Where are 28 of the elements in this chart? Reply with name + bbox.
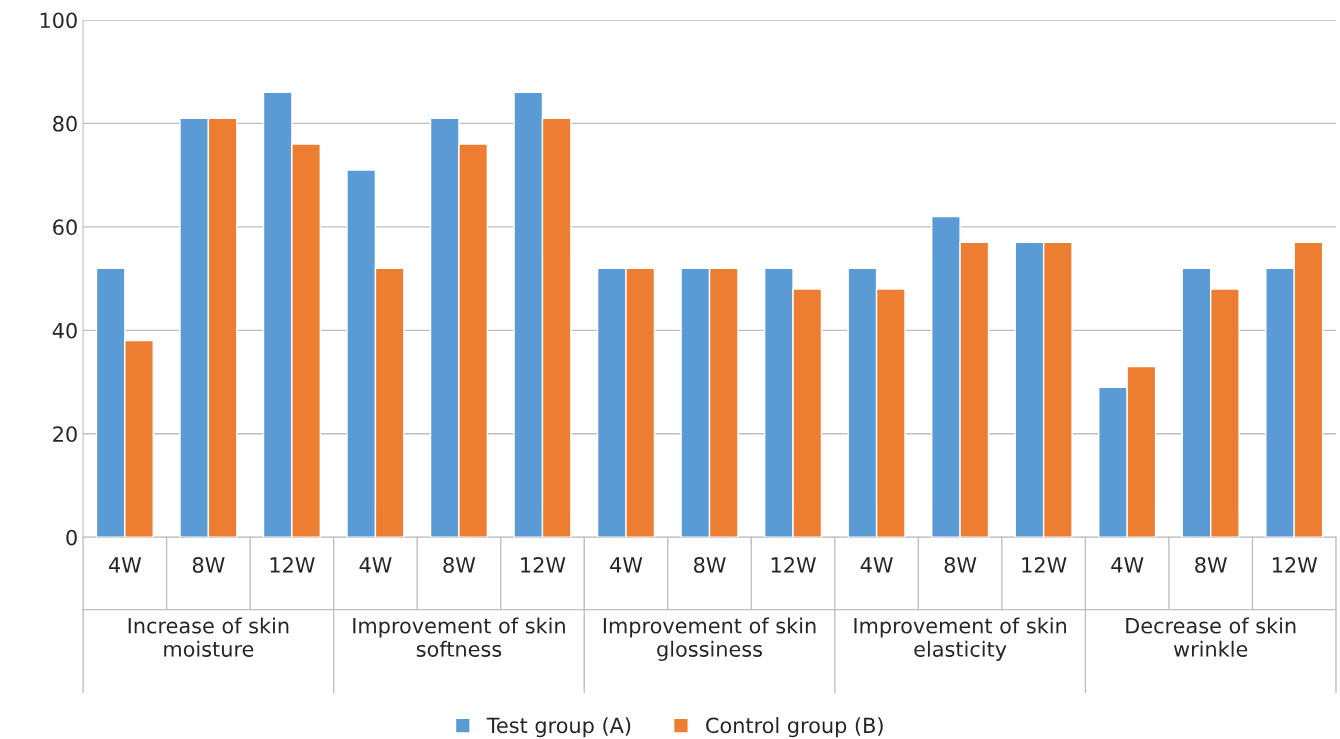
text: Improvement of skin softness <box>353 617 565 657</box>
x-tick-label: 4W <box>610 557 643 573</box>
x-tick-label: 8W <box>944 557 977 573</box>
y-tick-label: 0 <box>66 529 77 546</box>
legend-label: Test group (A) <box>486 717 631 738</box>
y-tick-label: 40 <box>52 322 77 339</box>
x-tick-label: 8W <box>443 557 476 573</box>
x-tick-label: 12W <box>521 557 566 573</box>
x-tick-label: 8W <box>192 557 225 573</box>
y-tick-label: 80 <box>53 115 77 132</box>
x-tick-label: 12W <box>771 557 816 573</box>
text: Improvement of skin elasticity <box>854 617 1067 661</box>
x-tick-label: 8W <box>694 557 726 573</box>
x-tick-label: 4W <box>108 557 142 573</box>
y-tick-label: 20 <box>53 426 77 442</box>
x-tick-label: 8W <box>1195 557 1227 573</box>
y-tick-label: 100 <box>40 12 77 29</box>
y-tick-label: 60 <box>53 219 77 236</box>
x-tick-label: 4W <box>1111 557 1144 573</box>
text: Decrease of skin wrinkle <box>1126 617 1296 657</box>
text: Increase of skin moisture <box>128 617 289 657</box>
x-tick-label: 4W <box>359 557 392 573</box>
x-tick-label: 4W <box>860 557 893 573</box>
legend-label: Control group (B) <box>706 717 883 738</box>
x-tick-label: 12W <box>1272 557 1318 573</box>
text: Improvement of skin glossiness <box>603 617 816 661</box>
x-tick-label: 12W <box>270 557 315 573</box>
x-tick-label: 12W <box>1022 557 1067 573</box>
